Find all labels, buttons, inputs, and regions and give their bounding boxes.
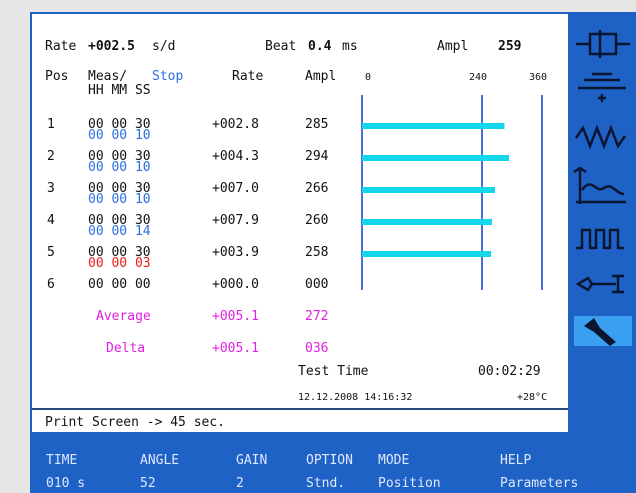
col-time: HH MM SS [88,83,151,98]
row-ampl: 285 [305,117,328,132]
delta-rate: +005.1 [212,341,259,356]
row-pos: 3 [47,181,55,196]
icon-tool[interactable] [575,274,624,294]
row-meas: 00 00 30 [88,213,151,228]
main-panel [32,14,568,408]
delta-label: Delta [106,341,145,356]
status-panel [32,410,568,432]
scale-label: 360 [529,72,547,83]
col-stop: Stop [152,69,183,84]
average-rate: +005.1 [212,309,259,324]
ampl-bar [362,155,509,161]
ampl-label: Ampl [437,39,468,54]
bottom-value: Parameters [500,476,578,491]
row-stop: 00 00 03 [88,256,151,271]
row-pos: 5 [47,245,55,260]
icon-tool[interactable] [576,30,630,58]
row-pos: 2 [47,149,55,164]
row-stop: 00 00 10 [88,160,151,175]
col-ampl: Ampl [305,69,336,84]
bottom-label: MODE [378,453,409,468]
rate-unit: s/d [152,39,175,54]
row-ampl: 294 [305,149,329,164]
row-ampl: 260 [305,213,328,228]
bottom-label: TIME [46,453,77,468]
bottom-label: ANGLE [140,453,179,468]
icon-tool[interactable] [576,228,624,250]
row-rate: +007.9 [212,213,259,228]
row-ampl: 266 [305,181,328,196]
bottom-label: GAIN [236,453,267,468]
bottom-value: Position [378,476,441,491]
ampl-value: 259 [498,39,521,54]
bottom-label: HELP [500,453,531,468]
scale-label: 240 [469,72,487,83]
rate-value: +002.5 [88,39,135,54]
delta-ampl: 036 [305,341,328,356]
timestamp: 12.12.2008 14:16:32 [298,392,412,403]
row-pos: 6 [47,277,55,292]
icon-tool[interactable] [574,124,627,150]
beat-value: 0.4 [308,39,332,54]
average-label: Average [96,309,151,324]
row-ampl: 000 [305,277,328,292]
ampl-bar [362,251,491,257]
beat-label: Beat [265,39,296,54]
row-stop: 00 00 14 [88,224,151,239]
print-screen: Print Screen -> 45 sec. [45,415,225,430]
ampl-bar [362,123,505,129]
bottom-value: Stnd. [306,476,345,491]
bottom-value: 2 [236,476,244,491]
bottom-value: 52 [140,476,156,491]
row-ampl: 258 [305,245,328,260]
average-ampl: 272 [305,309,328,324]
test-time-value: 00:02:29 [478,364,541,379]
icon-tool[interactable] [574,316,632,346]
test-time-label: Test Time [298,364,369,379]
row-rate: +002.8 [212,117,259,132]
rate-label: Rate [45,39,76,54]
ampl-bar [362,187,495,193]
row-meas: 00 00 30 [88,149,151,164]
icon-tool[interactable] [573,166,626,204]
col-pos: Pos [45,69,68,84]
row-rate: +000.0 [212,277,259,292]
row-meas: 00 00 30 [88,117,151,132]
col-rate: Rate [232,69,263,84]
icon-tool[interactable] [578,72,626,102]
row-rate: +004.3 [212,149,259,164]
row-stop: 00 00 10 [88,128,151,143]
beat-unit: ms [342,39,358,54]
temperature: +28°C [517,392,547,403]
row-meas: 00 00 00 [88,277,151,292]
row-meas: 00 00 30 [88,181,151,196]
row-pos: 1 [47,117,55,132]
toolbar [573,30,632,346]
col-meas: Meas/ [88,69,127,84]
row-rate: +007.0 [212,181,259,196]
bottom-label: OPTION [306,453,353,468]
bottom-value: 010 s [46,476,85,491]
row-pos: 4 [47,213,55,228]
row-rate: +003.9 [212,245,259,260]
row-meas: 00 00 30 [88,245,151,260]
ampl-bar [362,219,492,225]
row-stop: 00 00 10 [88,192,151,207]
scale-label: 0 [365,72,371,83]
